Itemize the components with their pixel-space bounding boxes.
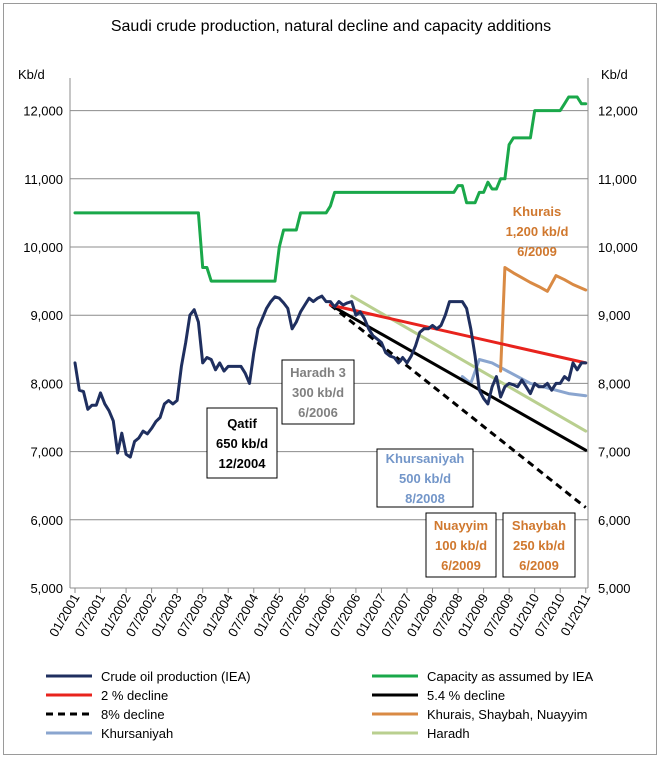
y-tick-label-left: 9,000: [30, 308, 63, 323]
y-tick-label-right: 12,000: [598, 104, 638, 119]
y-tick-label-left: 10,000: [23, 240, 63, 255]
y-tick-label-left: 8,000: [30, 376, 63, 391]
series-layer: [73, 95, 588, 509]
legend-label: 8% decline: [101, 707, 165, 722]
annotation-box: [281, 359, 355, 425]
annotation-label: 250 kb/d: [513, 538, 565, 553]
annotation-box: [502, 512, 576, 578]
y-tick-label-right: 7,000: [598, 445, 631, 460]
legend-label: Capacity as assumed by IEA: [427, 669, 594, 684]
annotation-label: Nuayyim: [434, 518, 488, 533]
y-tick-label-left: 7,000: [30, 445, 63, 460]
y-tick-label-right: 10,000: [598, 240, 638, 255]
annotation-label: Haradh 3: [290, 365, 346, 380]
annotation-label: 6/2006: [298, 405, 338, 420]
annotation-label: 100 kb/d: [435, 538, 487, 553]
annotations: Qatif 650 kb/d 12/2004 Haradh 3 300 kb/d 6/20…: [206, 204, 576, 578]
series-line: [328, 303, 588, 452]
annotation-label: 6/2009: [517, 244, 557, 259]
annotation-label: 12/2004: [219, 456, 267, 471]
y-tick-label-left: 5,000: [30, 581, 63, 596]
y-axis-unit-right: Kb/d: [601, 67, 628, 82]
annotation-label: Qatif: [227, 416, 257, 431]
legend-label: Khurais, Shaybah, Nuayyim: [427, 707, 587, 722]
y-tick-label-left: 12,000: [23, 104, 63, 119]
y-tick-label-right: 6,000: [598, 513, 631, 528]
y-tick-label-right: 5,000: [598, 581, 631, 596]
legend-label: Khursaniyah: [101, 726, 173, 741]
legend: Crude oil production (IEA) Capacity as as…: [46, 669, 594, 741]
annotation-label: 8/2008: [405, 491, 445, 506]
annotation-label: 500 kb/d: [399, 471, 451, 486]
legend-label: Crude oil production (IEA): [101, 669, 251, 684]
legend-label: Haradh: [427, 726, 470, 741]
y-tick-label-right: 8,000: [598, 376, 631, 391]
series-line: [73, 294, 588, 459]
legend-label: 2 % decline: [101, 688, 168, 703]
annotation-label: 6/2009: [441, 558, 481, 573]
series-line: [329, 303, 587, 509]
chart-title: Saudi crude production, natural decline …: [111, 18, 551, 35]
series-line: [499, 266, 588, 373]
y-axis-unit-left: Kb/d: [18, 67, 45, 82]
y-tick-label-right: 9,000: [598, 308, 631, 323]
annotation-label: Shaybah: [512, 518, 566, 533]
annotation-label: 650 kb/d: [216, 436, 268, 451]
annotation-label: Khurais: [513, 204, 561, 219]
y-tick-label-right: 11,000: [598, 172, 637, 187]
annotation-box: [206, 407, 278, 479]
annotation-box: [425, 512, 497, 578]
annotation-label: Khursaniyah: [386, 451, 465, 466]
series-line: [328, 303, 588, 365]
annotation-label: 6/2009: [519, 558, 559, 573]
series-line: [73, 95, 588, 283]
y-tick-label-left: 6,000: [30, 513, 63, 528]
annotation-label: 300 kb/d: [292, 385, 344, 400]
annotation-label: 1,200 kb/d: [506, 224, 569, 239]
y-tick-label-left: 11,000: [24, 172, 63, 187]
legend-label: 5.4 % decline: [427, 688, 505, 703]
annotation-box: [376, 448, 474, 508]
